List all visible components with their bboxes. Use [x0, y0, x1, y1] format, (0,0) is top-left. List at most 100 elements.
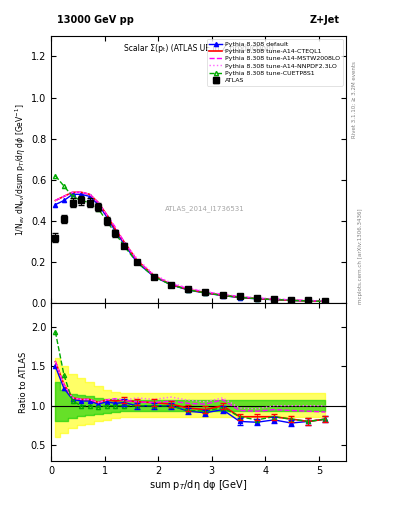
Pythia 8.308 default — [62, 198, 66, 204]
Pythia 8.308 tune-A14-MSTW2008LO — [237, 293, 242, 300]
Pythia 8.308 default — [96, 202, 101, 208]
Pythia 8.308 tune-A14-CTEQL1 — [220, 292, 225, 298]
Pythia 8.308 tune-A14-NNPDF2.3LO — [96, 200, 101, 206]
Pythia 8.308 tune-A14-CTEQL1 — [272, 296, 276, 303]
Pythia 8.308 tune-A14-NNPDF2.3LO — [53, 198, 58, 204]
Pythia 8.308 tune-A14-MSTW2008LO — [203, 289, 208, 295]
Pythia 8.308 tune-CUETP8S1 — [53, 173, 58, 179]
Pythia 8.308 default — [121, 241, 126, 247]
Pythia 8.308 tune-A14-MSTW2008LO — [272, 296, 276, 302]
Line: Pythia 8.308 tune-A14-MSTW2008LO: Pythia 8.308 tune-A14-MSTW2008LO — [55, 193, 325, 301]
Pythia 8.308 default — [203, 290, 208, 296]
Pythia 8.308 tune-A14-CTEQL1 — [323, 298, 328, 305]
Pythia 8.308 default — [53, 202, 58, 208]
Pythia 8.308 tune-A14-MSTW2008LO — [289, 297, 294, 303]
Y-axis label: Ratio to ATLAS: Ratio to ATLAS — [19, 351, 28, 413]
Line: Pythia 8.308 tune-A14-NNPDF2.3LO: Pythia 8.308 tune-A14-NNPDF2.3LO — [55, 193, 325, 301]
Pythia 8.308 tune-A14-CTEQL1 — [105, 212, 109, 218]
Pythia 8.308 tune-A14-MSTW2008LO — [186, 286, 191, 292]
Pythia 8.308 tune-CUETP8S1 — [96, 206, 101, 212]
Pythia 8.308 tune-CUETP8S1 — [152, 273, 156, 280]
Pythia 8.308 default — [272, 296, 276, 303]
Pythia 8.308 tune-A14-CTEQL1 — [152, 272, 156, 279]
Text: Rivet 3.1.10; ≥ 3.2M events: Rivet 3.1.10; ≥ 3.2M events — [352, 61, 357, 138]
Pythia 8.308 tune-A14-MSTW2008LO — [53, 198, 58, 204]
Pythia 8.308 tune-A14-NNPDF2.3LO — [272, 296, 276, 302]
Pythia 8.308 tune-A14-NNPDF2.3LO — [186, 285, 191, 291]
Pythia 8.308 tune-CUETP8S1 — [323, 298, 328, 305]
Pythia 8.308 tune-A14-NNPDF2.3LO — [203, 288, 208, 294]
Text: mcplots.cern.ch [arXiv:1306.3436]: mcplots.cern.ch [arXiv:1306.3436] — [358, 208, 363, 304]
Pythia 8.308 tune-A14-NNPDF2.3LO — [79, 189, 83, 196]
Pythia 8.308 tune-CUETP8S1 — [237, 294, 242, 301]
Pythia 8.308 tune-A14-CTEQL1 — [62, 194, 66, 200]
Pythia 8.308 tune-A14-CTEQL1 — [237, 294, 242, 301]
Pythia 8.308 default — [79, 191, 83, 198]
Pythia 8.308 tune-A14-MSTW2008LO — [79, 189, 83, 196]
Pythia 8.308 tune-CUETP8S1 — [220, 292, 225, 298]
Pythia 8.308 tune-CUETP8S1 — [121, 243, 126, 249]
Pythia 8.308 default — [87, 194, 92, 200]
Pythia 8.308 tune-A14-CTEQL1 — [134, 257, 139, 263]
Pythia 8.308 default — [134, 259, 139, 265]
Y-axis label: 1/N$_{ev}$ dN$_{ev}$/dsum p$_T$/d$\eta$ d$\phi$ [GeV$^{-1}$]: 1/N$_{ev}$ dN$_{ev}$/dsum p$_T$/d$\eta$ … — [14, 103, 28, 236]
Pythia 8.308 tune-A14-MSTW2008LO — [87, 191, 92, 198]
Pythia 8.308 tune-A14-MSTW2008LO — [105, 212, 109, 218]
Line: Pythia 8.308 tune-CUETP8S1: Pythia 8.308 tune-CUETP8S1 — [53, 174, 327, 304]
Pythia 8.308 tune-A14-MSTW2008LO — [70, 189, 75, 196]
Pythia 8.308 tune-CUETP8S1 — [134, 259, 139, 265]
Pythia 8.308 tune-A14-NNPDF2.3LO — [134, 255, 139, 261]
Pythia 8.308 tune-A14-CTEQL1 — [79, 189, 83, 196]
Pythia 8.308 tune-A14-MSTW2008LO — [323, 298, 328, 304]
Pythia 8.308 tune-CUETP8S1 — [169, 282, 173, 288]
Text: 13000 GeV pp: 13000 GeV pp — [57, 15, 134, 25]
Pythia 8.308 tune-CUETP8S1 — [79, 198, 83, 204]
Pythia 8.308 tune-CUETP8S1 — [289, 297, 294, 304]
Pythia 8.308 tune-A14-NNPDF2.3LO — [237, 293, 242, 300]
Pythia 8.308 tune-A14-MSTW2008LO — [121, 239, 126, 245]
Line: Pythia 8.308 tune-A14-CTEQL1: Pythia 8.308 tune-A14-CTEQL1 — [55, 193, 325, 302]
Pythia 8.308 default — [220, 292, 225, 298]
Legend: Pythia 8.308 default, Pythia 8.308 tune-A14-CTEQL1, Pythia 8.308 tune-A14-MSTW20: Pythia 8.308 default, Pythia 8.308 tune-… — [207, 39, 343, 86]
Pythia 8.308 tune-CUETP8S1 — [272, 296, 276, 303]
Pythia 8.308 tune-A14-MSTW2008LO — [306, 297, 311, 304]
Pythia 8.308 tune-CUETP8S1 — [113, 230, 118, 237]
Pythia 8.308 tune-A14-NNPDF2.3LO — [87, 191, 92, 198]
Pythia 8.308 tune-A14-NNPDF2.3LO — [220, 291, 225, 297]
Pythia 8.308 tune-CUETP8S1 — [87, 200, 92, 206]
Pythia 8.308 tune-A14-CTEQL1 — [96, 200, 101, 206]
Pythia 8.308 tune-A14-MSTW2008LO — [62, 194, 66, 200]
Pythia 8.308 tune-A14-CTEQL1 — [186, 286, 191, 292]
Pythia 8.308 tune-A14-MSTW2008LO — [134, 257, 139, 263]
Pythia 8.308 tune-A14-CTEQL1 — [255, 295, 259, 302]
Pythia 8.308 tune-A14-NNPDF2.3LO — [323, 298, 328, 304]
Pythia 8.308 tune-A14-NNPDF2.3LO — [152, 271, 156, 278]
Pythia 8.308 tune-A14-CTEQL1 — [70, 189, 75, 196]
Pythia 8.308 tune-A14-CTEQL1 — [289, 297, 294, 304]
Pythia 8.308 tune-A14-NNPDF2.3LO — [289, 296, 294, 303]
Pythia 8.308 tune-CUETP8S1 — [105, 218, 109, 224]
Pythia 8.308 default — [186, 287, 191, 293]
Pythia 8.308 tune-A14-CTEQL1 — [87, 191, 92, 198]
Pythia 8.308 default — [70, 191, 75, 198]
Pythia 8.308 tune-A14-NNPDF2.3LO — [62, 194, 66, 200]
Pythia 8.308 tune-CUETP8S1 — [255, 295, 259, 302]
Pythia 8.308 tune-A14-CTEQL1 — [306, 298, 311, 304]
Text: ATLAS_2014_I1736531: ATLAS_2014_I1736531 — [165, 205, 244, 211]
Pythia 8.308 tune-A14-CTEQL1 — [169, 282, 173, 288]
Pythia 8.308 tune-A14-MSTW2008LO — [255, 295, 259, 301]
Pythia 8.308 default — [289, 297, 294, 304]
Pythia 8.308 tune-CUETP8S1 — [203, 290, 208, 296]
Pythia 8.308 tune-CUETP8S1 — [70, 194, 75, 200]
Pythia 8.308 tune-CUETP8S1 — [186, 287, 191, 293]
Pythia 8.308 default — [105, 214, 109, 220]
Pythia 8.308 tune-A14-NNPDF2.3LO — [113, 224, 118, 230]
Pythia 8.308 tune-A14-MSTW2008LO — [220, 291, 225, 297]
Pythia 8.308 tune-A14-NNPDF2.3LO — [255, 295, 259, 301]
Pythia 8.308 tune-A14-NNPDF2.3LO — [105, 212, 109, 218]
Pythia 8.308 tune-A14-NNPDF2.3LO — [306, 297, 311, 304]
Pythia 8.308 default — [306, 298, 311, 304]
Pythia 8.308 default — [169, 282, 173, 288]
Pythia 8.308 tune-A14-NNPDF2.3LO — [70, 189, 75, 196]
Pythia 8.308 tune-A14-NNPDF2.3LO — [169, 280, 173, 286]
